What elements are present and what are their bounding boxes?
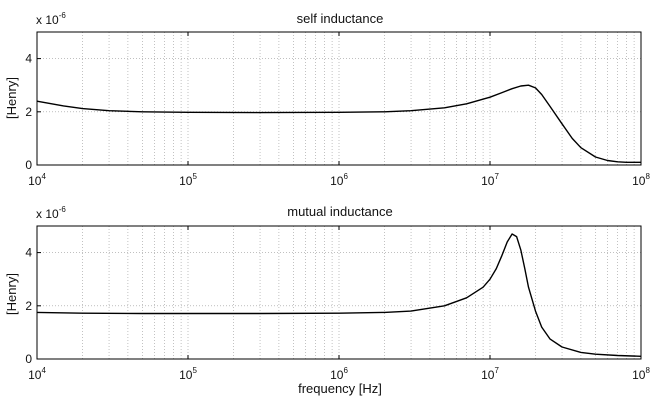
x-tick-label: 104 <box>28 172 46 188</box>
x-tick-label: 108 <box>632 172 650 188</box>
x-tick-label: 105 <box>179 172 197 188</box>
x-tick-label: 105 <box>179 366 197 382</box>
inductance-line <box>36 84 641 164</box>
y-tick-label: 4 <box>25 52 32 66</box>
mutual-inductance-chart: mutual inductance x 10-6 [Henry] 104 105 1… <box>4 204 650 396</box>
tick-labels: 104 105 106 107 108 0 2 4 <box>25 246 650 382</box>
plot-frame <box>36 31 642 166</box>
y-tick-label: 0 <box>25 352 32 366</box>
x-tick-label: 108 <box>632 366 650 382</box>
series-line <box>36 84 641 164</box>
y-tick-label: 4 <box>25 246 32 260</box>
chart-title: mutual inductance <box>287 204 393 219</box>
inductance-line <box>36 233 642 357</box>
y-tick-label: 2 <box>25 299 32 313</box>
chart-title: self inductance <box>297 11 384 26</box>
x-tick-label: 104 <box>28 366 46 382</box>
x-tick-label: 107 <box>481 172 499 188</box>
x-tick-label: 107 <box>481 366 499 382</box>
y-axis-label: [Henry] <box>4 273 19 315</box>
y-tick-label: 0 <box>25 158 32 172</box>
grid <box>36 32 642 166</box>
plot-frame <box>36 225 642 360</box>
self-inductance-chart: self inductance x 10-6 [Henry] 104 105 106… <box>4 11 650 188</box>
series-line <box>36 233 642 357</box>
y-scale-label: x 10-6 <box>36 205 66 221</box>
y-scale-label: x 10-6 <box>36 11 66 27</box>
tick-labels: 104 105 106 107 108 0 2 4 <box>25 52 650 188</box>
x-axis-label: frequency [Hz] <box>298 381 382 396</box>
grid <box>36 226 642 360</box>
x-tick-label: 106 <box>330 366 348 382</box>
x-tick-label: 106 <box>330 172 348 188</box>
y-axis-label: [Henry] <box>4 77 19 119</box>
y-tick-label: 2 <box>25 105 32 119</box>
